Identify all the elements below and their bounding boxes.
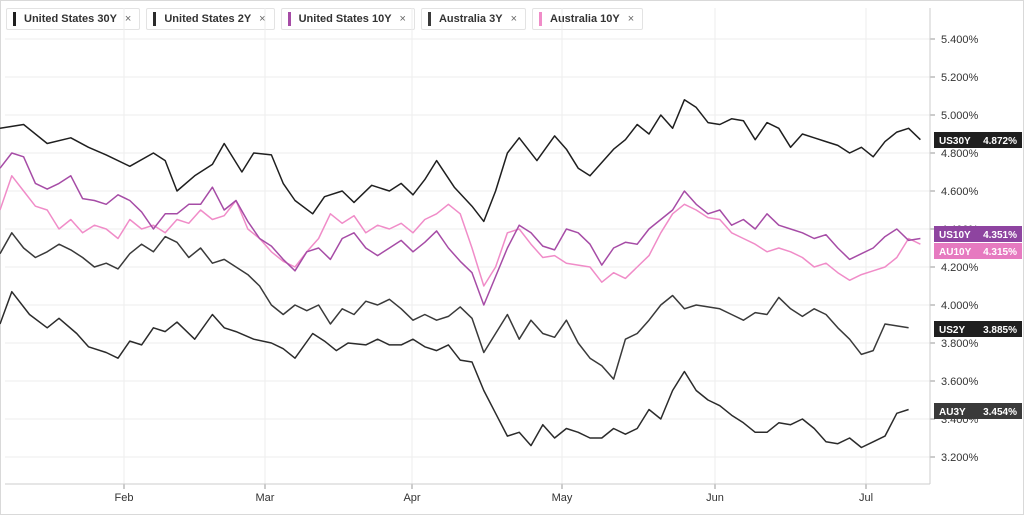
series-line-us2y [0,290,909,449]
close-icon[interactable]: × [124,13,132,25]
tag-value: 4.315% [983,247,1017,258]
series-line-au3y [0,232,909,380]
legend-chip-au3y[interactable]: Australia 3Y × [420,8,526,30]
y-tick-label: 4.000% [941,300,979,312]
close-icon[interactable]: × [399,13,406,25]
series-line-us30y [0,99,921,223]
tag-symbol: US30Y [939,136,971,147]
y-tick-label: 3.200% [941,452,979,464]
x-tick-label: Apr [403,492,420,504]
y-tick-label: 4.800% [941,148,979,160]
last-value-tag-us2y [934,321,1022,337]
tag-symbol: US2Y [939,325,965,336]
us10y-swatch [287,12,291,26]
last-value-tag-us10y [934,226,1022,242]
au3y-swatch [427,12,431,26]
tag-value: 4.872% [983,136,1017,147]
legend-chip-au10y[interactable]: Australia 10Y × [532,8,644,30]
series-lines [0,99,921,449]
us30y-legend-label: United States 30Y [24,13,117,25]
legend-chip-us30y[interactable]: United States 30Y × [6,8,141,30]
y-tick-label: 5.200% [941,72,979,84]
au3y-legend-label: Australia 3Y [438,13,503,25]
grid-lines [5,8,930,484]
last-value-tag-au10y [934,243,1022,259]
close-icon[interactable]: × [627,13,635,25]
x-tick-label: Jul [859,492,873,504]
us10y-legend-label: United States 10Y [298,13,392,25]
series-line-us10y [0,152,921,306]
au10y-legend-label: Australia 10Y [550,13,620,25]
last-value-tag-us30y [934,132,1022,148]
y-tick-label: 3.800% [941,338,979,350]
y-tick-label: 3.600% [941,376,979,388]
us30y-swatch [13,12,16,26]
x-tick-label: Jun [706,492,724,504]
y-tick-label: 5.000% [941,110,979,122]
tag-symbol: AU10Y [939,247,972,258]
x-tick-label: Feb [115,492,134,504]
legend-chip-us10y[interactable]: United States 10Y × [280,8,415,30]
tag-symbol: US10Y [939,230,971,241]
legend-chip-us2y[interactable]: United States 2Y × [146,8,275,30]
close-icon[interactable]: × [510,13,517,25]
tag-value: 3.454% [983,407,1017,418]
y-tick-label: 4.600% [941,186,979,198]
series-line-au10y [0,175,921,287]
last-value-tags: US30Y 4.872% US2Y 3.885% US10Y 4.351% AU3Y 3.45… [934,132,1022,419]
x-tick-label: May [552,492,573,504]
us2y-swatch [153,12,157,26]
us2y-legend-label: United States 2Y [164,13,252,25]
tag-symbol: AU3Y [939,407,966,418]
y-axis: 5.400%5.200%5.000%4.800%4.600%4.400%4.20… [929,8,979,484]
au10y-swatch [539,12,542,26]
legend: United States 30Y × United States 2Y × U… [6,8,644,30]
x-axis: Feb Mar Apr May Jun Jul [5,483,930,504]
close-icon[interactable]: × [259,13,266,25]
y-tick-label: 4.200% [941,262,979,274]
x-tick-label: Mar [256,492,275,504]
tag-value: 4.351% [983,230,1017,241]
tag-value: 3.885% [983,325,1017,336]
y-tick-label: 5.400% [941,34,979,46]
last-value-tag-au3y [934,403,1022,419]
